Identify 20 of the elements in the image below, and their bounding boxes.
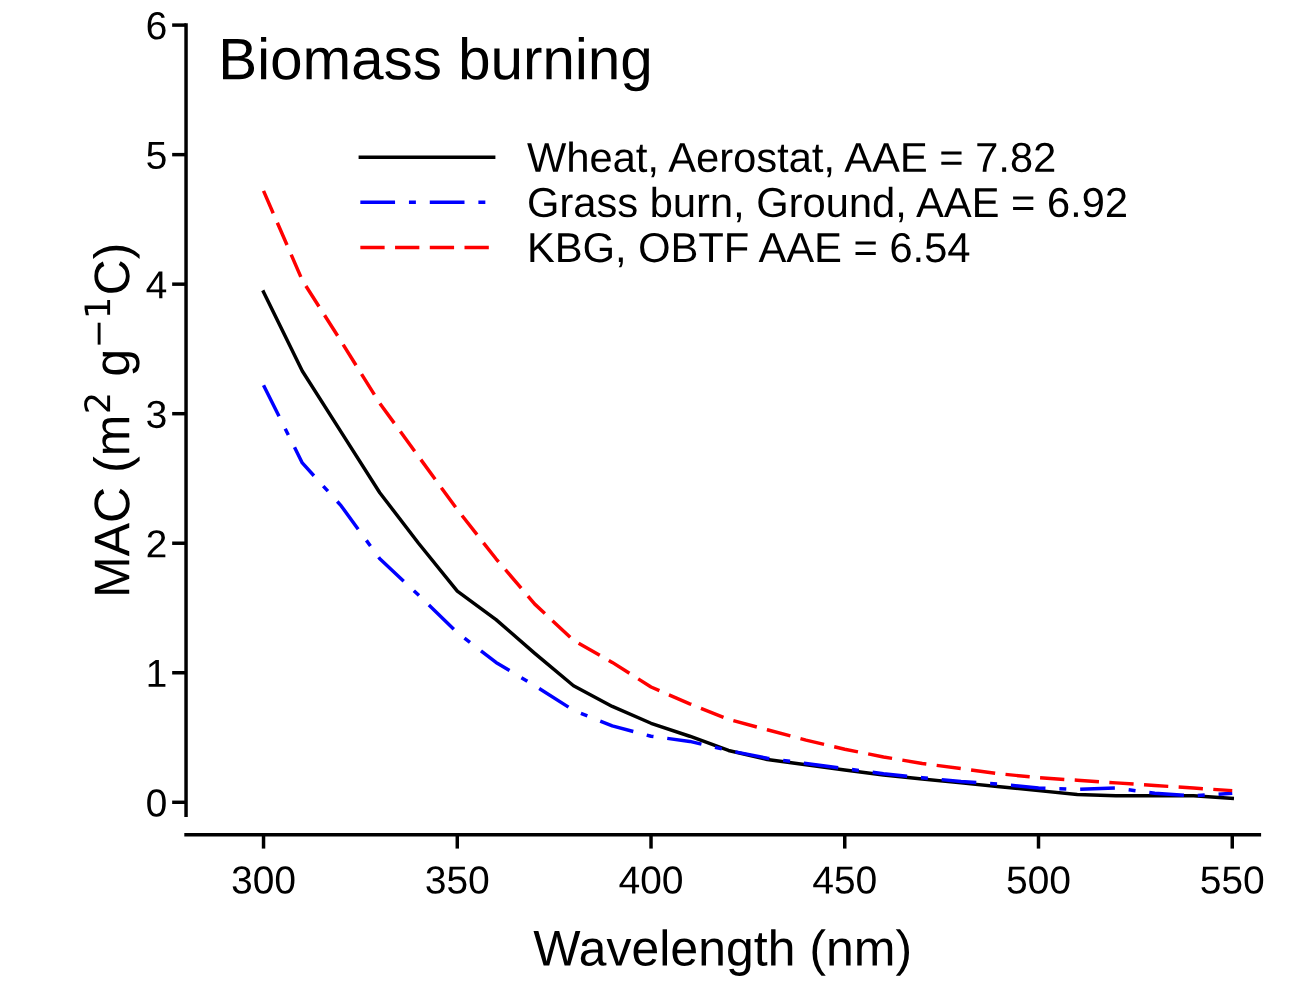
y-tick-label: 0: [147, 789, 166, 817]
x-tick-label: 450: [813, 866, 876, 894]
x-tick-label: 500: [1007, 866, 1070, 894]
legend-label: Wheat, Aerostat, AAE = 7.82: [527, 141, 1055, 178]
y-tick-label: 4: [146, 271, 167, 299]
x-tick-label: 400: [619, 866, 682, 894]
y-tick-label: 1: [148, 660, 166, 687]
y-tick-label: 6: [147, 12, 166, 40]
x-tick-label: 550: [1201, 866, 1264, 894]
y-tick-label: 3: [147, 400, 166, 429]
x-axis-title: Wavelength (nm): [533, 929, 910, 976]
y-tick-label: 2: [147, 530, 166, 558]
chart-title: Biomass burning: [223, 36, 649, 92]
y-tick-label: 5: [147, 141, 166, 170]
x-tick-label: 300: [232, 866, 295, 894]
y-axis-title: MAC (m$^{2}$ g$^{−1}$C): [84, 245, 140, 594]
line-series: [261, 383, 1234, 798]
legend-label: Grass burn, Ground, AAE = 6.92: [529, 186, 1126, 223]
legend-label: KBG, OBTF AAE = 6.54: [530, 232, 970, 268]
x-tick-label: 350: [426, 866, 489, 894]
